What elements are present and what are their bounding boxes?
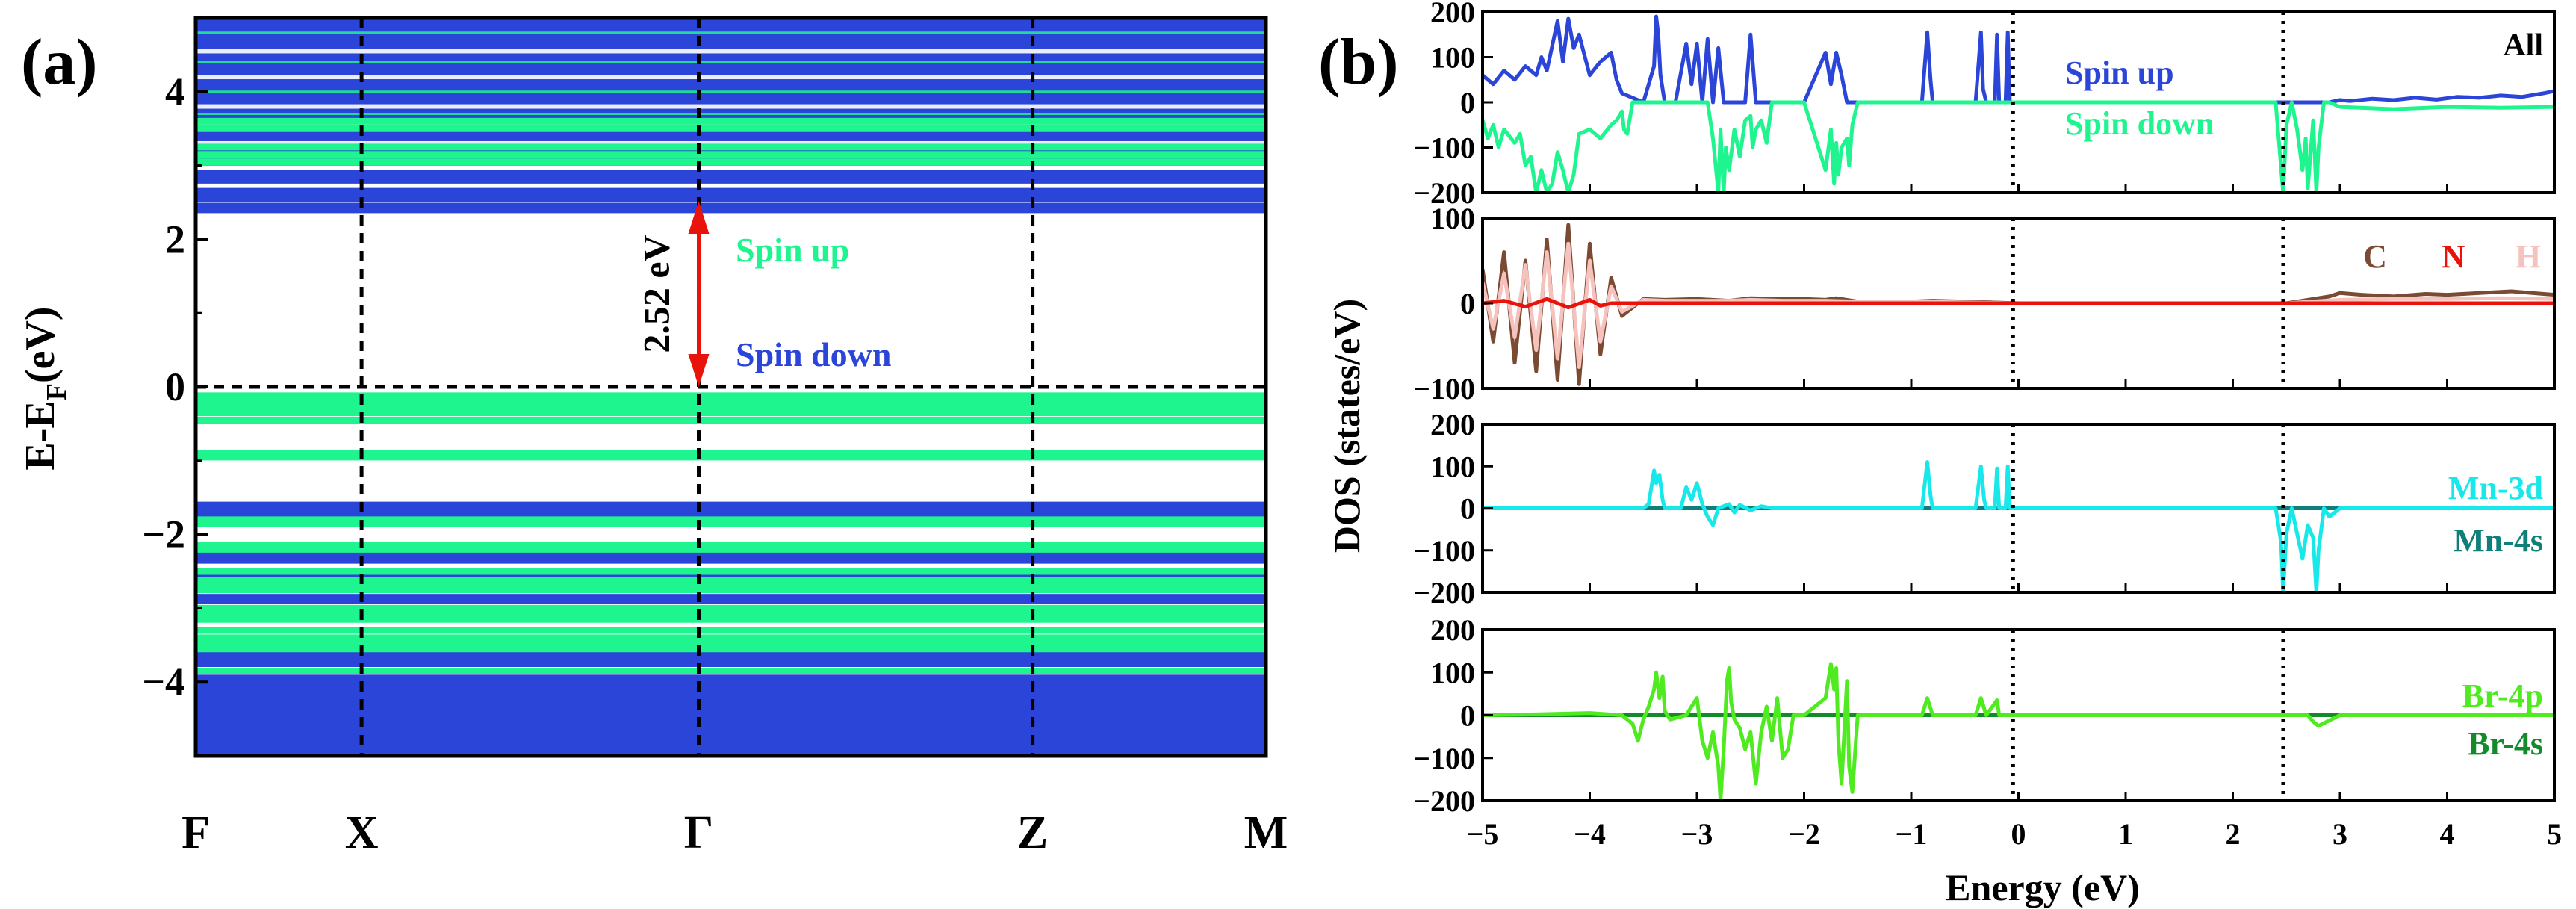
band-y-tick-label: −4 bbox=[142, 660, 185, 704]
dos-subplot-projected: 100 0 −100 C N H bbox=[1413, 202, 2556, 406]
dos-x-tick-label: 4 bbox=[2440, 817, 2455, 851]
legend-spin-up: Spin up bbox=[736, 231, 849, 269]
dos-legend-h: H bbox=[2516, 238, 2541, 275]
dos-legend-br-4p: Br-4p bbox=[2462, 677, 2543, 714]
dos-x-tick-label: −5 bbox=[1467, 817, 1499, 851]
dos-lines bbox=[1483, 460, 2554, 592]
band-y-axis-label: E-EF(eV) bbox=[17, 306, 72, 470]
dos-y-tick-label: −100 bbox=[1413, 534, 1475, 568]
dos-y-tick-label: 200 bbox=[1430, 613, 1475, 647]
dos-y-tick-label: −200 bbox=[1413, 576, 1475, 609]
dos-y-tick-label: 0 bbox=[1460, 699, 1475, 733]
band-lines bbox=[196, 18, 1266, 756]
band-dense-region bbox=[196, 674, 1266, 756]
gap-arrow-head-down bbox=[688, 354, 710, 387]
dos-subplot-mn: 200 100 0 −100 −200 Mn-3d Mn-4s bbox=[1413, 408, 2556, 609]
dos-y-tick-label: 100 bbox=[1430, 656, 1475, 689]
dos-x-tick-label: 1 bbox=[2118, 817, 2133, 851]
kpoint-label: Γ bbox=[684, 807, 713, 858]
dos-y-tick-label: 100 bbox=[1430, 450, 1475, 483]
band-y-tick-label: 0 bbox=[165, 364, 185, 409]
dos-legend-mn-4s: Mn-4s bbox=[2454, 522, 2543, 559]
dos-y-tick-label: 0 bbox=[1460, 492, 1475, 526]
dos-y-tick-label: −100 bbox=[1413, 131, 1475, 165]
dos-y-tick-label: −100 bbox=[1413, 742, 1475, 775]
band-gap-label: 2.52 eV bbox=[636, 235, 677, 353]
dos-subplot-br: 200 100 0 −100 −200 Br-4p Br-4s bbox=[1413, 613, 2556, 818]
dos-legend-c: C bbox=[2363, 238, 2387, 275]
dos-y-tick-label: 0 bbox=[1460, 287, 1475, 320]
band-gap-stripe bbox=[196, 140, 1266, 146]
band-y-tick-label: 4 bbox=[165, 69, 185, 114]
kpoint-label: Z bbox=[1017, 807, 1048, 858]
dos-x-tick-label: −4 bbox=[1574, 817, 1606, 851]
band-gap-arrow bbox=[688, 201, 710, 387]
dos-lines bbox=[1483, 14, 2554, 193]
dos-y-tick-label: −200 bbox=[1413, 176, 1475, 210]
dos-x-axis-label: Energy (eV) bbox=[1946, 866, 2140, 908]
dos-series-mn-3d bbox=[1483, 460, 2554, 592]
dos-x-tick-label: 3 bbox=[2333, 817, 2347, 851]
dos-x-ticks: −5 −4 −3 −2 −1 0 1 2 3 4 5 bbox=[1467, 817, 2562, 851]
dos-y-tick-label: 200 bbox=[1430, 408, 1475, 441]
legend-spin-down: Spin down bbox=[736, 335, 891, 373]
band-y-tick-label: −2 bbox=[142, 512, 185, 557]
dos-subplot-title: All bbox=[2503, 28, 2543, 63]
dos-y-tick-label: 100 bbox=[1430, 41, 1475, 75]
dos-y-tick-label: 0 bbox=[1460, 86, 1475, 120]
dos-subplot-all: 200 100 0 −100 −200 All Spin up Spin down bbox=[1413, 0, 2556, 210]
dos-y-axis-label: DOS (states/eV) bbox=[1326, 299, 1368, 553]
dos-x-tick-label: 2 bbox=[2226, 817, 2241, 851]
dos-series-spin-up bbox=[1483, 14, 2554, 105]
dos-series-br-4p bbox=[1483, 662, 2554, 801]
panel-b-label: (b) bbox=[1318, 26, 1399, 99]
dos-series-n bbox=[1483, 297, 2554, 310]
dos-lines bbox=[1483, 223, 2554, 386]
dos-subplots: 200 100 0 −100 −200 All Spin up Spin down 100 0 −1… bbox=[1413, 0, 2556, 818]
kpoint-label: F bbox=[181, 807, 210, 858]
band-gap-stripe bbox=[196, 49, 1266, 54]
dos-x-tick-label: 5 bbox=[2547, 817, 2562, 851]
panel-a-label: (a) bbox=[21, 26, 98, 99]
dos-legend-spin-down: Spin down bbox=[2065, 105, 2214, 142]
dos-y-tick-label: 100 bbox=[1430, 202, 1475, 235]
dos-legend-spin-up: Spin up bbox=[2065, 55, 2174, 91]
dos-y-tick-label: 200 bbox=[1430, 0, 1475, 29]
dos-legend-mn-3d: Mn-3d bbox=[2448, 470, 2543, 506]
kpoint-label: M bbox=[1244, 807, 1288, 858]
band-gap-stripe bbox=[196, 104, 1266, 109]
band-gap-stripe bbox=[196, 122, 1266, 128]
gap-arrow-head-up bbox=[688, 201, 710, 235]
dos-x-tick-label: −2 bbox=[1788, 817, 1820, 851]
band-y-tick-label: 2 bbox=[165, 217, 185, 261]
kpoint-label: X bbox=[345, 807, 379, 858]
band-structure-panel: (a) −4 −2 0 2 4 F X Γ Z M E-EF(eV) 2.52 eV Spin … bbox=[17, 16, 1288, 858]
dos-x-tick-label: 0 bbox=[2011, 817, 2026, 851]
dos-x-tick-label: −1 bbox=[1896, 817, 1928, 851]
dos-x-tick-label: −3 bbox=[1681, 817, 1713, 851]
band-y-ticks: −4 −2 0 2 4 bbox=[142, 16, 208, 757]
dos-y-tick-label: −100 bbox=[1413, 372, 1475, 406]
dos-series-spin-down bbox=[1483, 100, 2554, 193]
band-gap-stripe bbox=[196, 75, 1266, 80]
dos-lines bbox=[1483, 662, 2554, 801]
dos-y-tick-label: −200 bbox=[1413, 784, 1475, 818]
dos-legend-n: N bbox=[2442, 238, 2465, 275]
dos-series-h bbox=[1483, 241, 2554, 369]
dos-legend-br-4s: Br-4s bbox=[2468, 725, 2543, 762]
